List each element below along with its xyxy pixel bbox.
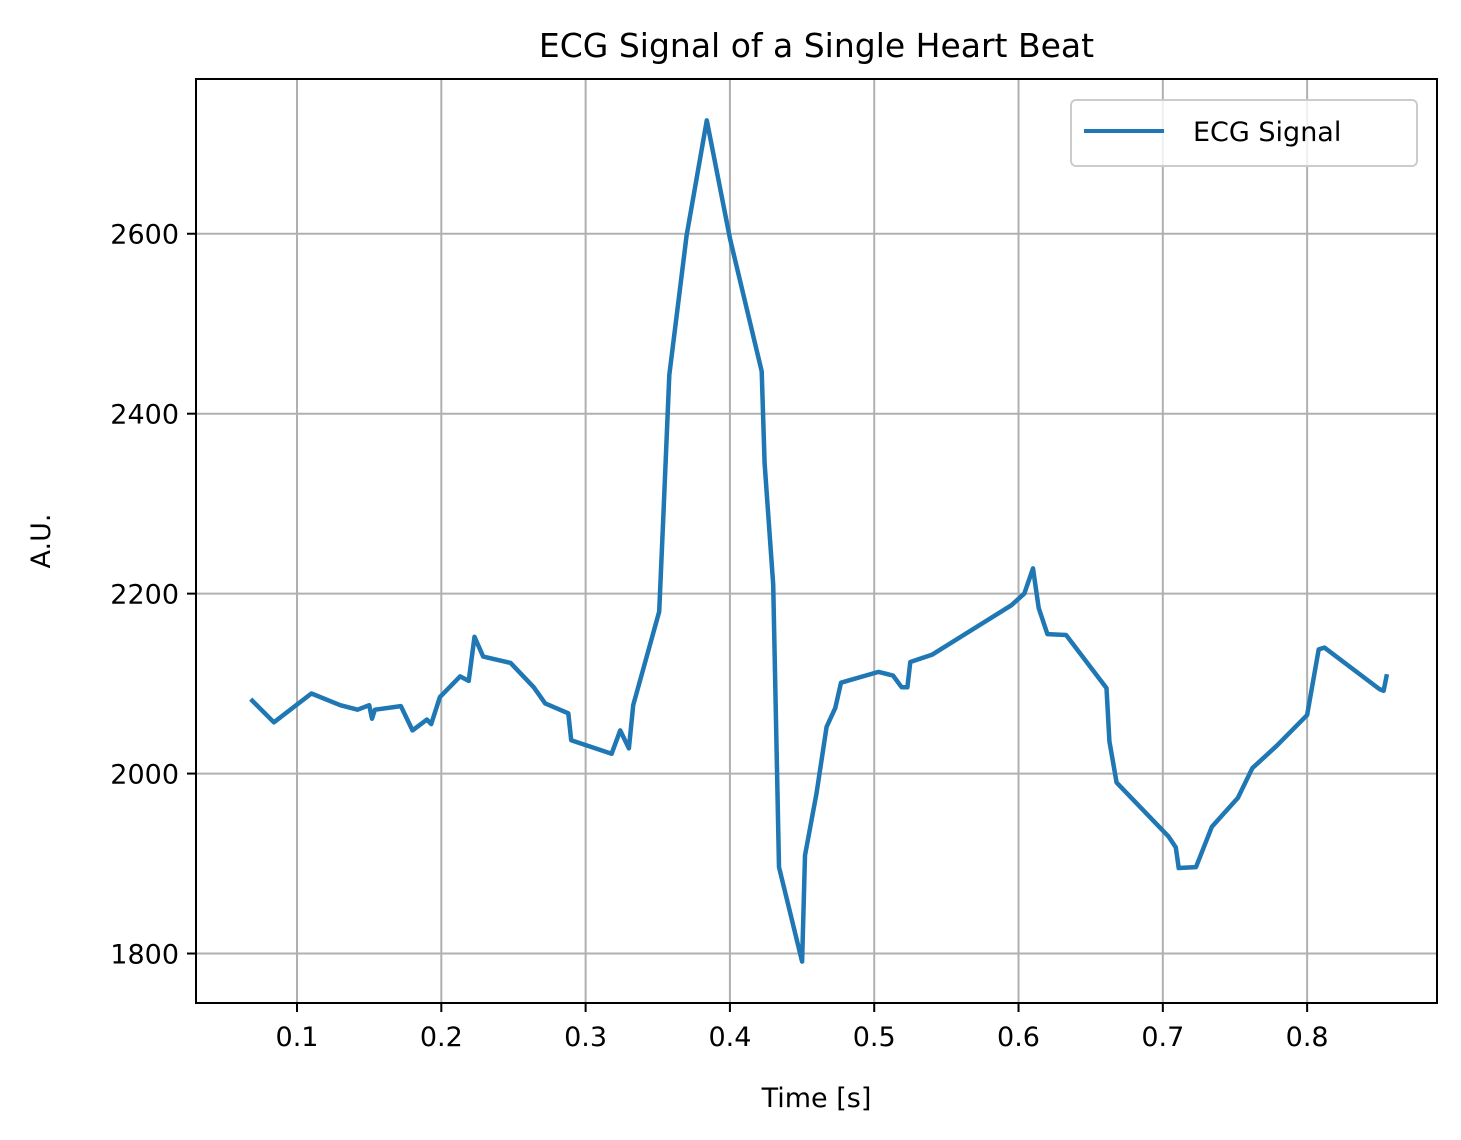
x-tick-label: 0.8 [1286, 1022, 1329, 1053]
x-tick-label: 0.7 [1141, 1022, 1184, 1053]
y-tick-label: 2000 [110, 760, 179, 791]
grid [196, 79, 1437, 1003]
legend-label-ecg-signal: ECG Signal [1193, 117, 1341, 148]
legend: ECG Signal [1070, 99, 1418, 167]
series-layer [249, 118, 1390, 964]
y-tick-label: 2400 [110, 400, 179, 431]
x-axis: 0.1 0.2 0.3 0.4 0.5 0.6 0.7 0.8 [276, 1003, 1329, 1053]
y-tick-label: 2200 [110, 580, 179, 611]
x-tick-label: 0.6 [997, 1022, 1040, 1053]
x-axis-label: Time [s] [761, 1083, 872, 1114]
y-axis: 1800 2000 2200 2400 2600 [110, 220, 196, 971]
y-tick-label: 1800 [110, 940, 179, 971]
x-tick-label: 0.2 [420, 1022, 463, 1053]
x-tick-label: 0.5 [853, 1022, 896, 1053]
legend-box [1070, 99, 1418, 167]
series-line-ecg-signal [249, 118, 1390, 964]
y-axis-label: A.U. [26, 514, 57, 569]
y-tick-label: 2600 [110, 220, 179, 251]
plot-frame [195, 78, 1438, 1004]
x-tick-label: 0.1 [276, 1022, 319, 1053]
x-tick-label: 0.3 [564, 1022, 607, 1053]
chart-title: ECG Signal of a Single Heart Beat [539, 26, 1094, 65]
x-tick-label: 0.4 [708, 1022, 751, 1053]
